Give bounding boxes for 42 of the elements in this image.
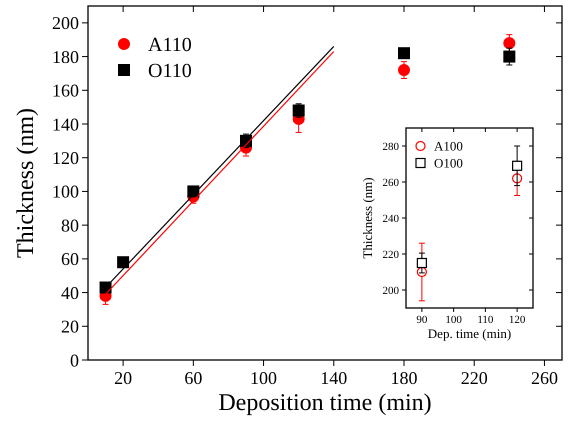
point [117, 256, 130, 268]
x-tick-label: 140 [320, 368, 348, 388]
y-tick-label: 80 [61, 215, 79, 236]
x-tick-label: 220 [460, 368, 488, 388]
y-tick-label: 100 [52, 182, 79, 202]
legend-label: O110 [148, 60, 192, 82]
point [292, 104, 305, 117]
y-tick-label: 160 [52, 80, 79, 101]
y-tick-label: 140 [52, 114, 79, 134]
y-axis-title: Thickness (nm) [13, 108, 39, 258]
y-tick-label: 200 [382, 284, 400, 297]
point [187, 185, 200, 198]
y-tick-label: 200 [52, 13, 79, 34]
x-tick-label: 20 [114, 368, 132, 388]
x-tick-label: 100 [250, 368, 278, 388]
y-tick-label: 220 [382, 248, 400, 261]
y-axis-title: Thickness (nm) [360, 177, 375, 259]
y-tick-label: 280 [382, 140, 400, 153]
y-tick-label: 180 [52, 46, 79, 67]
y-tick-label: 0 [70, 350, 79, 370]
x-tick-label: 260 [530, 368, 558, 388]
point [398, 64, 410, 76]
y-tick-label: 120 [52, 148, 79, 168]
y-tick-label: 240 [382, 212, 400, 225]
legend-label: A100 [434, 138, 463, 154]
x-tick-label: 110 [477, 314, 494, 326]
x-axis-title: Dep. time (min) [428, 326, 512, 341]
point [100, 282, 112, 294]
legend-label: O100 [434, 156, 463, 171]
point [503, 50, 516, 63]
x-axis-title: Deposition time (min) [218, 390, 432, 416]
x-tick-label: 60 [184, 368, 202, 388]
y-tick-label: 260 [382, 176, 400, 189]
point [416, 258, 427, 268]
y-tick-label: 40 [61, 282, 79, 303]
point [503, 37, 516, 50]
legend-label: A110 [148, 34, 192, 56]
x-tick-label: 100 [445, 314, 462, 326]
x-tick-label: 120 [508, 314, 526, 326]
y-tick-label: 60 [61, 249, 79, 270]
point [398, 47, 410, 60]
x-tick-label: 90 [416, 314, 428, 326]
